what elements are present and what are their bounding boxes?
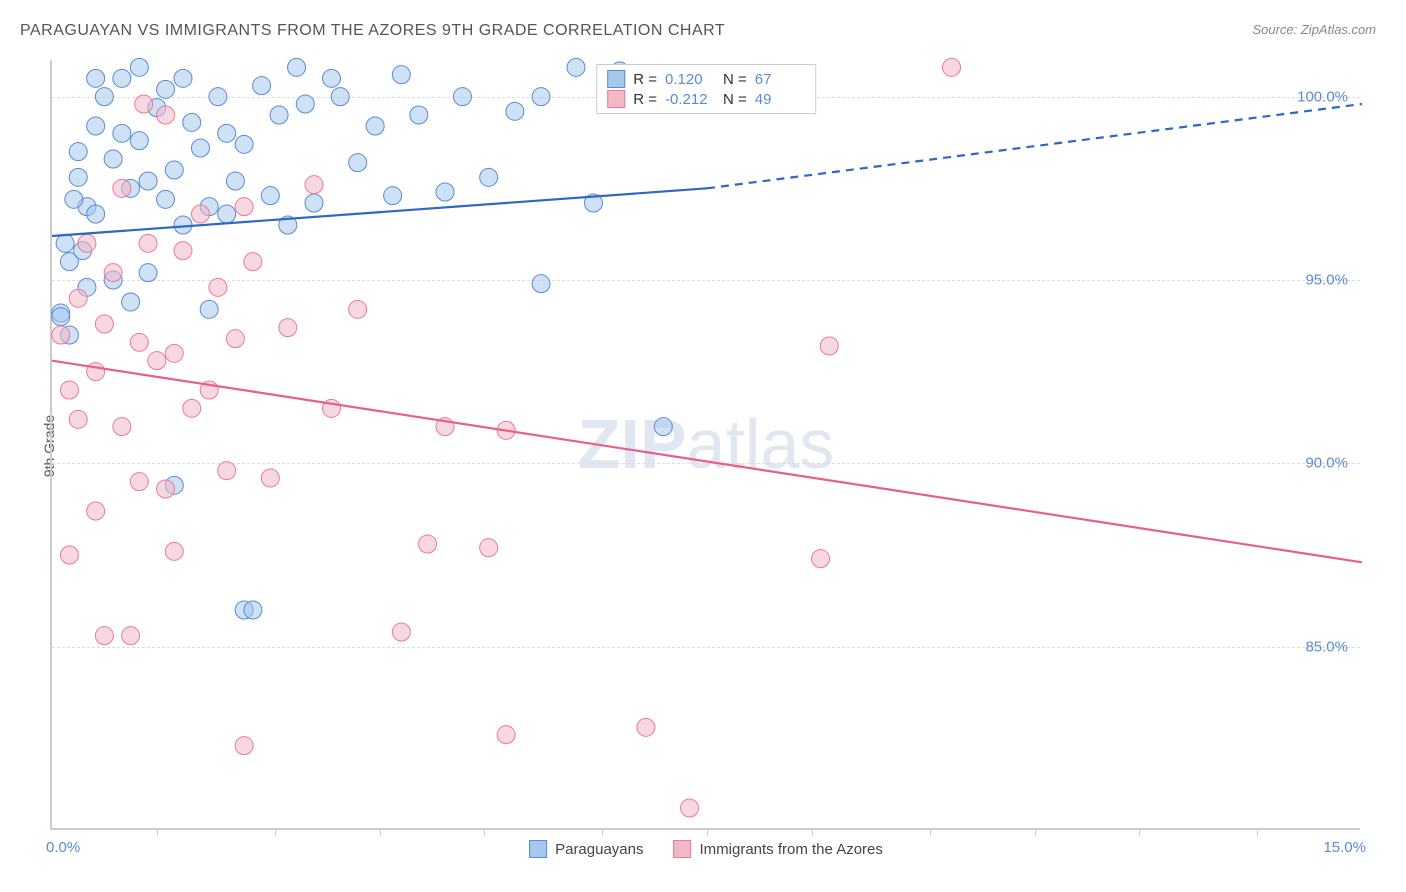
r-label: R = (633, 91, 657, 108)
legend-item-1: Immigrants from the Azores (674, 840, 883, 858)
r-value-1: -0.212 (665, 91, 715, 108)
plot-area: ZIPatlas 85.0%90.0%95.0%100.0% R = 0.120… (50, 60, 1360, 830)
legend-swatch-1 (607, 90, 625, 108)
n-value-1: 49 (755, 91, 805, 108)
r-label: R = (633, 71, 657, 88)
legend-swatch-bottom-0 (529, 840, 547, 858)
chart-title: PARAGUAYAN VS IMMIGRANTS FROM THE AZORES… (20, 22, 725, 40)
legend-row-series-0: R = 0.120 N = 67 (607, 69, 805, 89)
legend-swatch-0 (607, 70, 625, 88)
legend-row-series-1: R = -0.212 N = 49 (607, 89, 805, 109)
legend-label-1: Immigrants from the Azores (700, 841, 883, 858)
correlation-legend: R = 0.120 N = 67 R = -0.212 N = 49 (596, 64, 816, 114)
r-value-0: 0.120 (665, 71, 715, 88)
source-attribution: Source: ZipAtlas.com (1252, 22, 1376, 37)
n-label: N = (723, 91, 747, 108)
x-min-label: 0.0% (46, 839, 80, 856)
n-value-0: 67 (755, 71, 805, 88)
x-max-label: 15.0% (1323, 839, 1366, 856)
series-legend: Paraguayans Immigrants from the Azores (529, 840, 883, 858)
n-label: N = (723, 71, 747, 88)
legend-label-0: Paraguayans (555, 841, 643, 858)
scatter-svg (52, 60, 1360, 828)
legend-item-0: Paraguayans (529, 840, 643, 858)
legend-swatch-bottom-1 (674, 840, 692, 858)
chart-container: PARAGUAYAN VS IMMIGRANTS FROM THE AZORES… (0, 0, 1406, 892)
